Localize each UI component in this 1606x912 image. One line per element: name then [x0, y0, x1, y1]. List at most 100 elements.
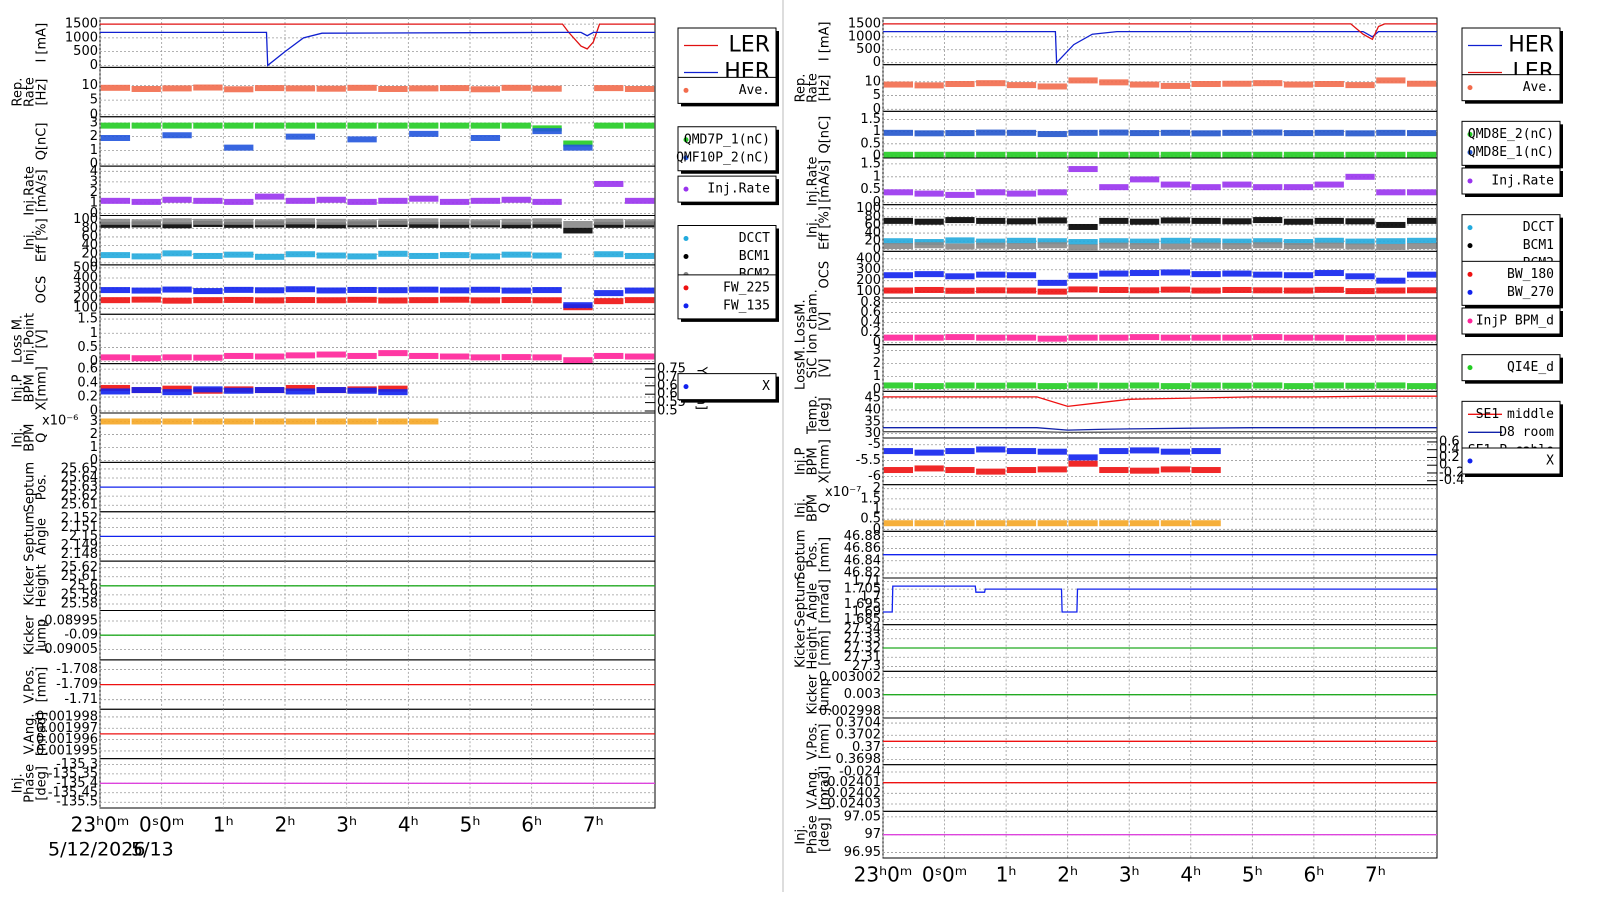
data-point-band: [439, 198, 470, 205]
data-point-band: [1129, 218, 1160, 225]
y-axis-label: Pos.: [35, 474, 50, 500]
data-point-band: [883, 467, 914, 474]
data-point-band: [470, 253, 501, 260]
legend-dot: [683, 303, 689, 309]
data-point-band: [1345, 151, 1375, 158]
legend-label: LER: [729, 33, 770, 58]
data-point-band: [193, 84, 223, 91]
y-scale-label: x10⁻⁷: [825, 485, 861, 500]
data-point-band: [378, 287, 408, 294]
y-tick-label: -0.02402: [823, 786, 881, 801]
data-point-band: [976, 238, 1006, 245]
data-point-band: [1314, 334, 1344, 341]
data-point-band: [1160, 383, 1191, 390]
data-point-band: [1222, 238, 1252, 245]
legend-label: InjP BPM_d: [1476, 314, 1554, 329]
data-point-band: [624, 85, 655, 92]
x-tick-label: 0ˢ0ᵐ: [922, 863, 967, 887]
data-point-band: [1068, 286, 1098, 293]
data-point-band: [624, 297, 655, 304]
data-point-band: [285, 218, 316, 225]
data-point-band: [945, 243, 975, 250]
data-point-band: [1099, 467, 1129, 474]
data-point-band: [193, 122, 223, 129]
data-point-band: [378, 297, 408, 304]
data-point-band: [100, 418, 131, 425]
data-point-band: [1068, 239, 1098, 246]
y-tick-label: 0: [873, 149, 881, 164]
legend-label: X: [762, 379, 770, 394]
legend-label: Ave.: [739, 83, 770, 98]
data-point-band: [1222, 243, 1252, 250]
y-tick-label: 3: [90, 115, 98, 130]
data-point-band: [883, 151, 914, 158]
data-point-band: [470, 219, 501, 226]
data-point-band: [1068, 272, 1098, 279]
x-tick-label: 7ʰ: [1365, 863, 1386, 887]
legend-dot: [1467, 178, 1473, 184]
y2-tick-label: 0.4: [1439, 442, 1460, 457]
y-tick-label: 97: [864, 827, 881, 842]
data-point-band: [470, 197, 501, 204]
data-point-band: [1345, 288, 1375, 295]
y-tick-label: -5.5: [856, 453, 881, 468]
y-axis-label: Inj.: [11, 428, 26, 448]
legend-dot: [1467, 225, 1473, 231]
data-point-band: [914, 449, 944, 456]
data-point-band: [1253, 80, 1283, 87]
y2-tick-label: 0.75: [657, 361, 686, 376]
legend-dot: [1467, 365, 1473, 371]
data-point-band: [409, 85, 439, 92]
legend-label: BW_270: [1507, 285, 1554, 300]
y-axis-label: [mm]: [35, 667, 50, 702]
y-tick-label: 25.59: [61, 587, 98, 602]
data-point-band: [347, 418, 377, 425]
y-tick-label: 2.151: [61, 520, 98, 535]
y-axis-label: Rep.: [794, 74, 809, 103]
data-point-band: [501, 297, 531, 304]
y2-tick-label: 0.5: [657, 404, 678, 419]
y-tick-label: 10: [81, 78, 98, 93]
data-point-band: [378, 389, 408, 396]
data-point-band: [624, 219, 655, 226]
data-point-band: [1314, 237, 1344, 244]
data-point-band: [224, 198, 254, 205]
data-point-band: [945, 382, 975, 389]
y-tick-label: -1.709: [56, 677, 98, 692]
data-point-band: [1068, 382, 1098, 389]
y-tick-label: 0: [873, 102, 881, 117]
y-tick-label: 25.64: [61, 470, 98, 485]
legend-dot: [683, 384, 689, 390]
data-point-band: [1160, 448, 1191, 455]
data-point-band: [439, 353, 470, 360]
data-point-band: [1406, 217, 1437, 224]
data-point-band: [131, 387, 161, 394]
x-tick-label: 1ʰ: [213, 813, 234, 837]
y-tick-label: 1500: [65, 17, 98, 32]
data-point-band: [945, 334, 975, 341]
data-point-band: [501, 218, 531, 225]
data-point-band: [1160, 82, 1191, 89]
data-point-band: [883, 189, 914, 196]
data-point-band: [883, 243, 914, 250]
y-tick-label: 0.3702: [836, 728, 882, 743]
legend-label: BW_180: [1507, 267, 1554, 282]
data-point-band: [1253, 238, 1283, 245]
data-point-band: [945, 467, 975, 474]
y-tick-label: 100: [856, 284, 881, 299]
data-point-band: [1068, 223, 1098, 230]
y2-tick-label: -0.2: [1439, 465, 1464, 480]
data-point-band: [285, 352, 316, 359]
data-point-band: [316, 351, 346, 358]
legend-label: FW_225: [723, 280, 770, 295]
series-line: [883, 23, 1437, 41]
data-point-band: [470, 286, 501, 293]
data-point-band: [131, 418, 161, 425]
y-tick-label: 1500: [848, 16, 881, 31]
data-point-band: [224, 144, 254, 151]
data-point-band: [1345, 238, 1375, 245]
data-point-band: [532, 218, 562, 225]
data-point-band: [193, 197, 223, 204]
data-point-band: [976, 382, 1006, 389]
y-axis-label: Angle: [35, 518, 50, 555]
